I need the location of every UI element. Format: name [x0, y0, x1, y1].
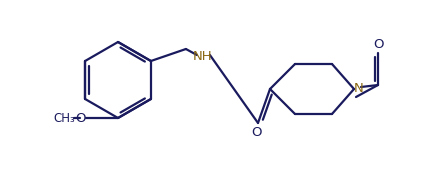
Text: O: O — [75, 112, 85, 124]
Text: O: O — [251, 127, 261, 140]
Text: O: O — [373, 37, 383, 51]
Text: N: N — [354, 83, 364, 96]
Text: CH₃: CH₃ — [53, 112, 75, 124]
Text: NH: NH — [193, 51, 213, 64]
